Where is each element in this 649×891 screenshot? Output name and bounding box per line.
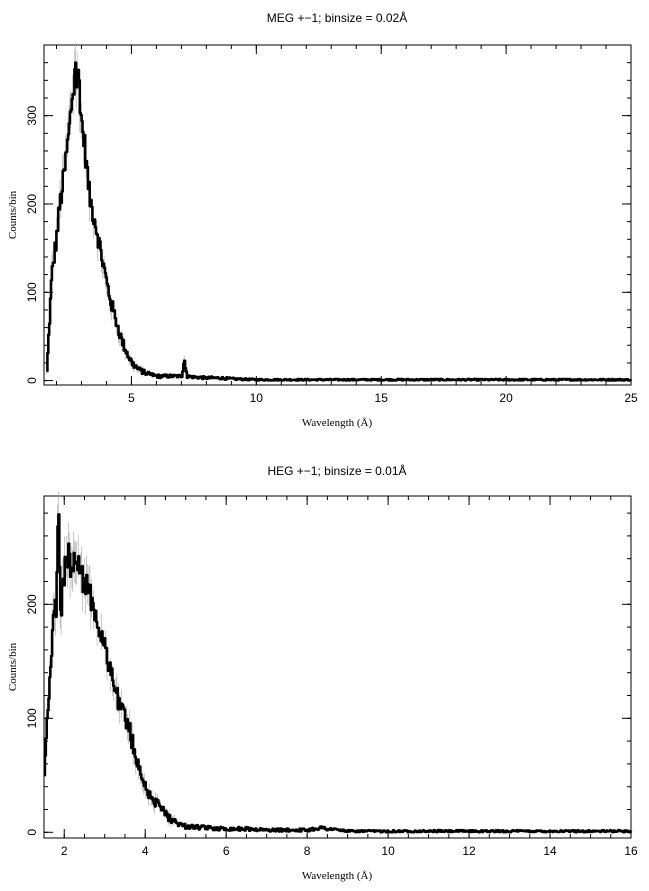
meg-x-tick-label: 5: [128, 391, 135, 405]
heg-x-tick-label: 16: [624, 844, 638, 858]
meg-x-tick-label: 20: [499, 391, 513, 405]
meg-x-tick-label: 10: [250, 391, 264, 405]
meg-y-tick-label: 0: [25, 377, 39, 384]
heg-plot-frame: [43, 495, 632, 839]
heg-x-tick-label: 10: [381, 844, 395, 858]
meg-ticks: 5 10 15 20 25 0 100 200 300: [25, 44, 638, 405]
meg-chart-title: MEG +−1; binsize = 0.02Å: [267, 10, 407, 25]
meg-y-tick-label: 200: [25, 194, 39, 214]
heg-x-axis-label: Wavelength (Å): [302, 870, 373, 882]
heg-y-tick-label: 200: [25, 594, 39, 614]
meg-y-tick-label: 300: [25, 105, 39, 125]
heg-chart-title: HEG +−1; binsize = 0.01Å: [267, 463, 406, 478]
meg-x-tick-label: 15: [375, 391, 389, 405]
heg-x-tick-label: 2: [61, 844, 68, 858]
meg-spectrum-line: [46, 61, 632, 382]
heg-x-tick-label: 8: [304, 844, 311, 858]
heg-y-tick-label: 0: [25, 829, 39, 836]
meg-y-axis-label: Counts/bin: [7, 190, 19, 239]
heg-x-tick-label: 4: [142, 844, 149, 858]
meg-x-tick-label: 25: [624, 391, 638, 405]
heg-error-bars: [45, 491, 178, 828]
heg-panel: HEG +−1; binsize = 0.01Å Wavelength (Å) …: [7, 463, 638, 882]
heg-x-tick-label: 12: [462, 844, 476, 858]
heg-y-axis-label: Counts/bin: [7, 642, 19, 691]
meg-y-tick-label: 100: [25, 282, 39, 302]
heg-y-tick-label: 100: [25, 708, 39, 728]
meg-panel: MEG +−1; binsize = 0.02Å Wavelength (Å) …: [7, 10, 638, 429]
meg-x-axis-label: Wavelength (Å): [302, 417, 373, 429]
heg-x-tick-label: 6: [223, 844, 230, 858]
heg-spectrum-line: [43, 513, 633, 834]
meg-plot-frame: [43, 44, 632, 386]
heg-x-tick-label: 14: [543, 844, 557, 858]
